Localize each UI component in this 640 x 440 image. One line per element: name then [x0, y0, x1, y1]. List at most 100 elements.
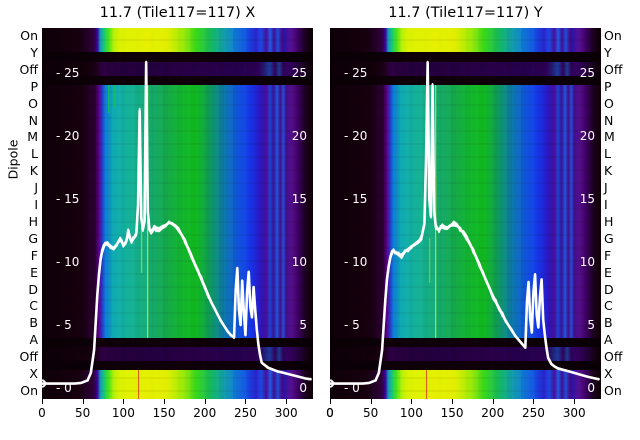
spectrogram-row — [42, 28, 313, 52]
x-tick-mark — [164, 399, 166, 404]
y-tick-label: 0 — [587, 381, 595, 395]
spectrogram-row — [42, 85, 313, 338]
x-tick-label: 200 — [481, 406, 505, 420]
x-tick-label: 0 — [326, 406, 334, 420]
dipole-label-n: N — [28, 112, 38, 128]
dipole-label-d: D — [604, 281, 614, 297]
dipole-label-x: X — [29, 366, 38, 382]
dipole-label-o: O — [604, 95, 614, 111]
x-tick-label: 100 — [111, 406, 135, 420]
dipole-label-k: K — [604, 163, 613, 179]
dipole-label-j: J — [34, 180, 38, 196]
dipole-label-on: On — [20, 383, 38, 398]
dipole-label-i: I — [604, 197, 608, 213]
dipole-label-k: K — [29, 163, 38, 179]
panel-title-right: 11.7 (Tile117=117) Y — [388, 5, 543, 21]
y-tick-label: - 20 — [56, 128, 80, 143]
dipole-label-c: C — [29, 298, 38, 314]
dipole-label-a: A — [29, 332, 38, 348]
spectrogram-row — [330, 76, 601, 85]
dipole-label-b: B — [29, 315, 38, 331]
y-tick-label: - 15 — [344, 191, 368, 206]
x-tick-mark — [286, 399, 288, 404]
spectrogram-row — [330, 62, 601, 76]
x-tick-label: 150 — [152, 406, 176, 420]
y-tick-label: 20 — [291, 128, 307, 143]
y-tick-label: 10 — [579, 254, 595, 269]
x-tick-label: 0 — [38, 406, 46, 420]
spectrogram-row — [330, 361, 601, 370]
y-tick-label: - 5 — [56, 317, 72, 332]
spectrogram-row — [330, 85, 601, 338]
x-tick-mark — [533, 399, 535, 404]
dipole-label-h: H — [604, 213, 614, 229]
x-tick-label: 300 — [562, 406, 586, 420]
dipole-label-y: Y — [604, 44, 612, 60]
y-tick-label: - 25 — [344, 65, 368, 80]
x-tick-label: 200 — [193, 406, 217, 420]
dipole-label-d: D — [28, 281, 38, 297]
y-tick-label: 5 — [587, 317, 595, 332]
x-tick-label: 0 — [326, 406, 334, 420]
x-tick-label: 150 — [440, 406, 464, 420]
y-tick-label: - 15 — [56, 191, 80, 206]
dipole-label-off: Off — [19, 61, 38, 77]
dipole-label-e: E — [30, 264, 38, 280]
y-tick-label: - 25 — [56, 65, 80, 80]
spectrogram-row — [42, 62, 313, 76]
dipole-label-g: G — [604, 230, 614, 246]
dipole-label-on: On — [604, 28, 622, 43]
x-tick-mark — [492, 399, 494, 404]
dipole-label-p: P — [604, 78, 612, 94]
x-tick-mark — [330, 399, 331, 404]
y-tick-label: 10 — [291, 254, 307, 269]
dipole-label-p: P — [30, 78, 38, 94]
x-tick-label: 100 — [399, 406, 423, 420]
dipole-label-off: Off — [604, 349, 623, 365]
dipole-label-n: N — [604, 112, 614, 128]
panel-title-left: 11.7 (Tile117=117) X — [99, 5, 256, 21]
dipole-label-h: H — [28, 213, 38, 229]
amplitude-trace-right — [330, 60, 600, 388]
dipole-label-on: On — [604, 383, 622, 398]
dipole-label-a: A — [604, 332, 613, 348]
x-tick-mark — [411, 399, 413, 404]
spectrogram-row — [330, 338, 601, 347]
spectrogram-panel-left[interactable]: - 0 - 5 - 10 - 15 - 20 - 25 0 5 10 15 20 25 — [42, 28, 313, 399]
y-tick-label: - 5 — [344, 317, 360, 332]
x-tick-mark — [370, 399, 372, 404]
y-tick-label: 15 — [579, 191, 595, 206]
x-axis-right: 0 50 100 150 200 250 300 — [326, 399, 601, 439]
dipole-label-m: M — [604, 129, 615, 145]
spectrogram-panel-right[interactable]: - 0 - 5 - 10 - 15 - 20 - 25 0 5 10 15 20 25 — [330, 28, 601, 399]
x-tick-mark — [574, 399, 576, 404]
spectrogram-row — [330, 28, 601, 52]
y-tick-label: 0 — [299, 381, 307, 395]
x-tick-mark — [82, 399, 84, 404]
dipole-label-f: F — [604, 247, 612, 263]
x-axis-left: 0 50 100 150 200 250 300 0 — [38, 399, 334, 439]
dipole-label-f: F — [30, 247, 38, 263]
spectrogram-row — [42, 370, 313, 399]
x-tick-mark — [245, 399, 247, 404]
x-tick-label: 250 — [522, 406, 545, 420]
amplitude-trace-left — [42, 60, 312, 388]
x-tick-label: 50 — [75, 406, 91, 420]
x-tick-mark — [452, 399, 454, 404]
dipole-label-l: L — [604, 146, 611, 162]
y-tick-label: - 10 — [344, 254, 368, 269]
y-tick-label: 5 — [299, 317, 307, 332]
dipole-label-y: Y — [30, 44, 38, 60]
y-tick-label: - 0 — [344, 381, 360, 395]
dipole-label-on: On — [20, 28, 38, 43]
dipole-label-i: I — [34, 197, 38, 213]
x-tick-mark — [123, 399, 125, 404]
x-tick-mark — [42, 399, 43, 404]
spectrogram-row — [330, 370, 601, 399]
spectrogram-image-left — [42, 28, 313, 399]
dipole-label-c: C — [604, 298, 613, 314]
dipole-label-m: M — [27, 129, 38, 145]
y-tick-label: - 20 — [344, 128, 368, 143]
dipole-label-g: G — [28, 230, 38, 246]
